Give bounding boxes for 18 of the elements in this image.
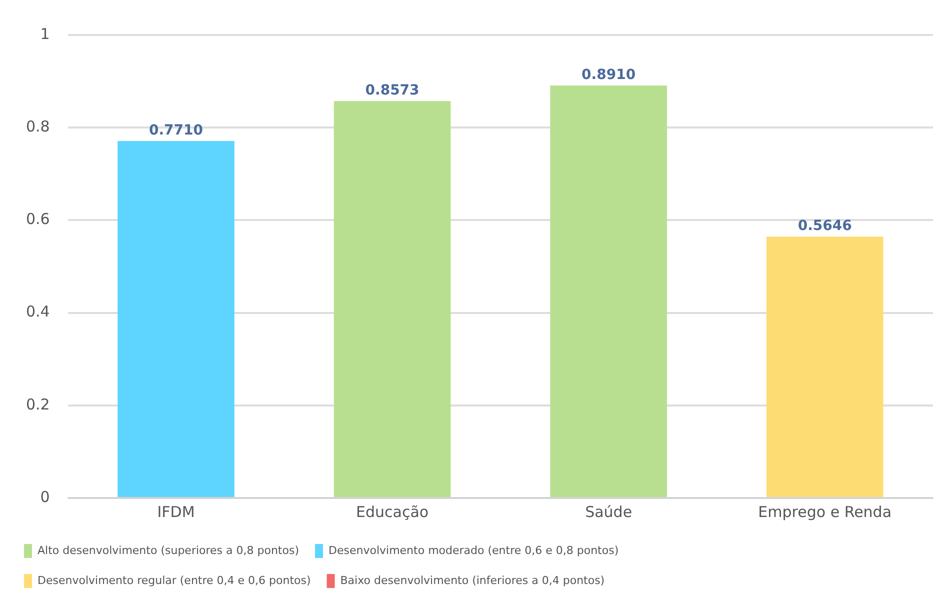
data-label: 0.8573 xyxy=(365,82,420,99)
y-tick-label: 1 xyxy=(40,24,50,43)
data-label: 0.5646 xyxy=(798,218,852,234)
data-label: 0.8910 xyxy=(582,67,636,84)
legend-label: Desenvolvimento regular (entre 0,4 e 0,6 pontos) xyxy=(38,574,311,587)
x-tick-label: Educação xyxy=(356,502,429,521)
legend-label: Baixo desenvolvimento (inferiores a 0,4 pontos) xyxy=(340,574,605,587)
x-tick-label: Saúde xyxy=(585,502,632,521)
y-tick-label: 0.8 xyxy=(26,117,50,136)
x-tick-label: IFDM xyxy=(157,502,195,521)
legend-label: Desenvolvimento moderado (entre 0,6 e 0,8 pontos) xyxy=(328,544,619,557)
y-tick-label: 0.2 xyxy=(26,395,50,414)
y-tick-label: 0.6 xyxy=(26,210,50,228)
data-label: 0.7710 xyxy=(148,122,204,139)
legend-label: Alto desenvolvimento (superiores a 0,8 pontos) xyxy=(38,544,300,557)
y-tick-label: 0.4 xyxy=(26,302,50,321)
y-tick-label: 0 xyxy=(40,488,50,506)
x-tick-label: Emprego e Renda xyxy=(758,502,892,521)
